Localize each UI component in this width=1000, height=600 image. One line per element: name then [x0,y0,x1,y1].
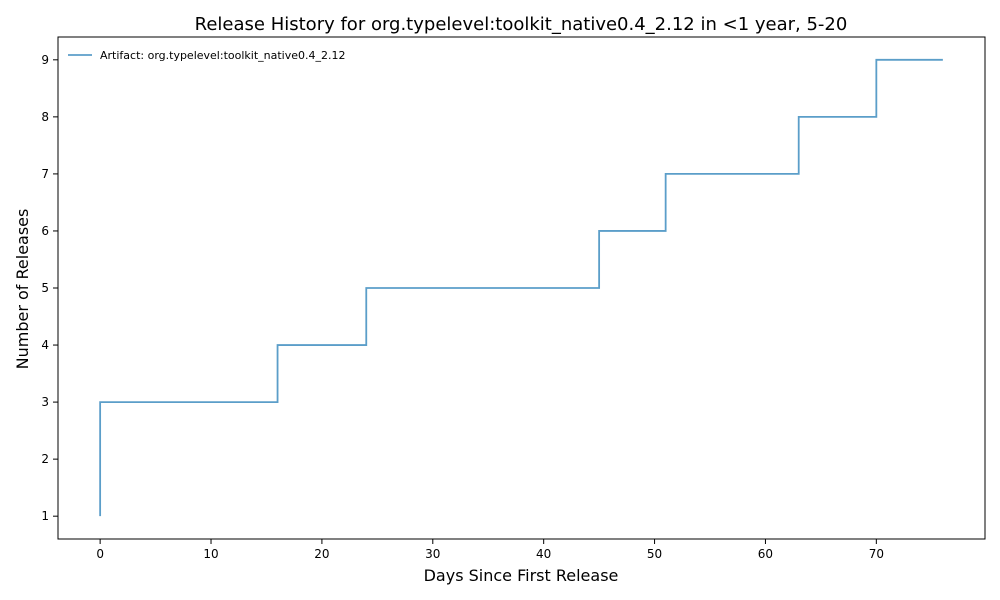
chart-title: Release History for org.typelevel:toolki… [195,14,848,35]
x-tick-label: 40 [536,547,551,561]
y-axis-label: Number of Releases [13,209,32,370]
y-tick-label: 5 [41,281,49,295]
y-tick-label: 3 [41,395,49,409]
y-tick-label: 8 [41,110,49,124]
y-tick-label: 4 [41,338,49,352]
x-axis-ticks: 0 10 20 30 40 50 60 70 [96,539,884,561]
x-tick-label: 0 [96,547,104,561]
series-line [99,58,943,517]
y-tick-label: 1 [41,509,49,523]
series-layer [99,58,943,517]
y-axis-ticks: 1 2 3 4 5 6 7 8 9 [41,53,58,523]
legend: Artifact: org.typelevel:toolkit_native0.… [68,49,345,62]
x-axis-label: Days Since First Release [424,566,619,585]
y-tick-label: 2 [41,452,49,466]
y-tick-label: 9 [41,53,49,67]
legend-label: Artifact: org.typelevel:toolkit_native0.… [100,49,345,62]
x-tick-label: 20 [314,547,329,561]
x-tick-label: 50 [647,547,662,561]
x-tick-label: 30 [425,547,440,561]
x-tick-label: 60 [758,547,773,561]
x-tick-label: 70 [869,547,884,561]
x-tick-label: 10 [203,547,218,561]
y-tick-label: 7 [41,167,49,181]
y-tick-label: 6 [41,224,49,238]
